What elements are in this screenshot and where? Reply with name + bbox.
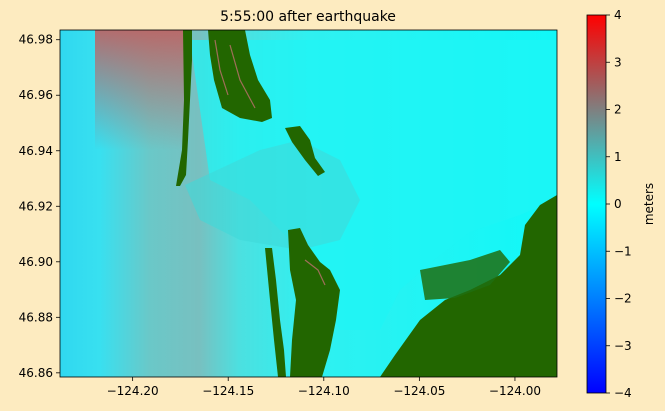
y-tick-label: 46.96 <box>19 88 53 102</box>
plot-area <box>60 30 557 377</box>
east-marsh-land <box>420 250 510 300</box>
colorbar-tick-label: −3 <box>614 339 632 353</box>
colorbar-tick-label: 1 <box>614 150 622 164</box>
bay-water <box>190 40 557 330</box>
y-tick-label: 46.90 <box>19 255 53 269</box>
x-axis: −124.20 −124.15 −124.10 −124.05 −124.00 <box>107 377 541 398</box>
colorbar-tick-label: 2 <box>614 103 622 117</box>
x-tick-label: −124.05 <box>393 384 445 398</box>
colorbar-tick-label: −2 <box>614 292 632 306</box>
nw-elevated-water <box>95 30 185 150</box>
colorbar: −4 −3 −2 −1 0 1 2 3 4 meters <box>586 8 656 400</box>
x-tick-label: −124.20 <box>107 384 159 398</box>
colorbar-tick-label: −1 <box>614 244 632 258</box>
north-spit-land <box>176 30 192 186</box>
colorbar-tick-label: 4 <box>614 8 622 22</box>
plot-frame <box>59 29 558 378</box>
y-tick-label: 46.86 <box>19 366 53 380</box>
colorbar-tick-label: 0 <box>614 197 622 211</box>
y-tick-label: 46.88 <box>19 310 53 324</box>
x-tick-label: −124.15 <box>202 384 254 398</box>
y-axis: 46.86 46.88 46.90 46.92 46.94 46.96 46.98 <box>19 33 60 380</box>
south-spit-land <box>265 248 286 377</box>
x-tick-label: −124.00 <box>489 384 541 398</box>
y-tick-label: 46.94 <box>19 144 53 158</box>
south-peninsula-land <box>288 228 340 377</box>
east-coast-land <box>380 195 557 377</box>
north-inner-shore-land <box>285 126 325 176</box>
y-tick-label: 46.98 <box>19 33 53 47</box>
colorbar-tick-label: 3 <box>614 55 622 69</box>
colorbar-label: meters <box>642 183 656 225</box>
y-tick-label: 46.92 <box>19 199 53 213</box>
colorbar-gradient <box>586 14 607 394</box>
north-peninsula-land <box>208 30 272 122</box>
chart-title: 5:55:00 after earthquake <box>220 9 396 25</box>
colorbar-ticks: −4 −3 −2 −1 0 1 2 3 4 <box>606 8 632 400</box>
x-tick-label: −124.10 <box>298 384 350 398</box>
marsh-channels <box>214 39 326 286</box>
colorbar-tick-label: −4 <box>614 386 632 400</box>
